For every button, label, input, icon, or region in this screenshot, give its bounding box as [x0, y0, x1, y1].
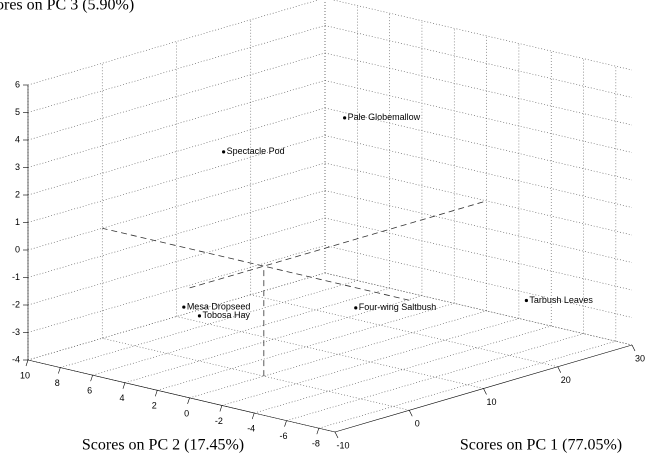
z-tick-label: 6 [15, 79, 20, 89]
grid-line [27, 190, 326, 278]
z-tick-label: 3 [15, 162, 20, 172]
grid-line [60, 280, 358, 368]
z-tick-label: -1 [12, 272, 20, 282]
x-tick-label: -10 [336, 440, 349, 450]
y-tick-label: -6 [280, 431, 288, 441]
axis-line [334, 344, 633, 433]
grid-line [324, 190, 633, 263]
grid-line [221, 318, 519, 406]
y-tick-label: 8 [55, 378, 60, 388]
x-tick-label: 30 [635, 353, 645, 363]
point [222, 150, 226, 154]
grid-line [27, 52, 326, 141]
grid-line [157, 303, 455, 391]
grid-line [254, 325, 552, 414]
tick-mark [25, 359, 29, 367]
tick-mark [122, 382, 126, 389]
z-tick-label: 1 [15, 217, 20, 227]
y-tick-label: 4 [119, 393, 124, 403]
axis-line [27, 359, 336, 433]
grid-line [286, 333, 584, 421]
y-tick-label: -2 [215, 416, 223, 426]
grid-line [176, 316, 484, 389]
origin-axis [189, 200, 487, 289]
y-tick-label: 10 [20, 370, 30, 380]
point-label: Mesa Dropseed [187, 301, 251, 311]
tick-mark [483, 388, 487, 395]
grid-line [324, 135, 633, 208]
tick-mark [284, 420, 287, 427]
tick-mark [251, 412, 255, 420]
point [197, 314, 202, 318]
y-tick-label: -8 [312, 439, 320, 449]
tick-mark [557, 366, 562, 373]
x-tick-label: 10 [486, 397, 496, 407]
grid-line [27, 217, 326, 306]
z-tick-label: 5 [15, 107, 20, 117]
point [182, 305, 186, 309]
grid-line [27, 245, 326, 333]
y-tick-label: -4 [247, 423, 255, 433]
z-tick-label: -4 [12, 354, 20, 364]
z-tick-label: 0 [15, 244, 20, 254]
point [524, 298, 528, 303]
tick-mark [316, 428, 320, 435]
point [343, 116, 347, 120]
tick-mark [334, 431, 339, 439]
origin-axis [102, 227, 410, 301]
y-axis-label: Scores on PC 2 (17.45%) [82, 437, 244, 454]
x-axis-label: Scores on PC 1 (77.05%) [460, 437, 622, 454]
grid-line [27, 25, 326, 113]
y-tick-label: 2 [152, 401, 157, 411]
x-tick-label: 20 [561, 375, 571, 385]
tick-mark [631, 344, 636, 352]
grid-line [27, 80, 326, 168]
tick-mark [58, 367, 61, 374]
point-label: Pale Globemallow [348, 112, 421, 122]
tick-mark [408, 410, 413, 417]
tick-mark [90, 375, 93, 382]
grid-line [324, 162, 633, 236]
point-label: Tarbush Leaves [529, 295, 593, 305]
tick-mark [219, 405, 223, 412]
grid-line [102, 337, 410, 411]
z-tick-label: 2 [15, 189, 20, 199]
grid-line [27, 272, 326, 361]
grid-line [27, 162, 326, 251]
grid-line [318, 340, 616, 429]
grid-line [92, 287, 390, 376]
point-label: Tobosa Hay [202, 310, 250, 320]
grid-line [189, 310, 487, 399]
grid-line [332, 0, 633, 71]
point-label: Four-wing Saltbush [359, 302, 437, 312]
grid-line [324, 217, 633, 291]
grid-line [27, 0, 320, 86]
point [354, 306, 358, 310]
tick-mark [187, 397, 190, 404]
z-tick-label: 4 [15, 134, 20, 144]
grid-line [324, 25, 633, 98]
z-tick-label: -2 [12, 299, 20, 309]
y-tick-label: 0 [184, 408, 189, 418]
z-tick-label: -3 [12, 327, 20, 337]
tick-mark [154, 390, 158, 397]
y-tick-label: 6 [87, 386, 92, 396]
grid-line [27, 135, 326, 223]
x-tick-label: 0 [415, 419, 420, 429]
z-axis-label: Scores on PC 3 (5.90%) [0, 0, 134, 14]
grid-line [27, 107, 326, 196]
grid-line [124, 295, 423, 384]
point-label: Spectacle Pod [227, 146, 285, 156]
